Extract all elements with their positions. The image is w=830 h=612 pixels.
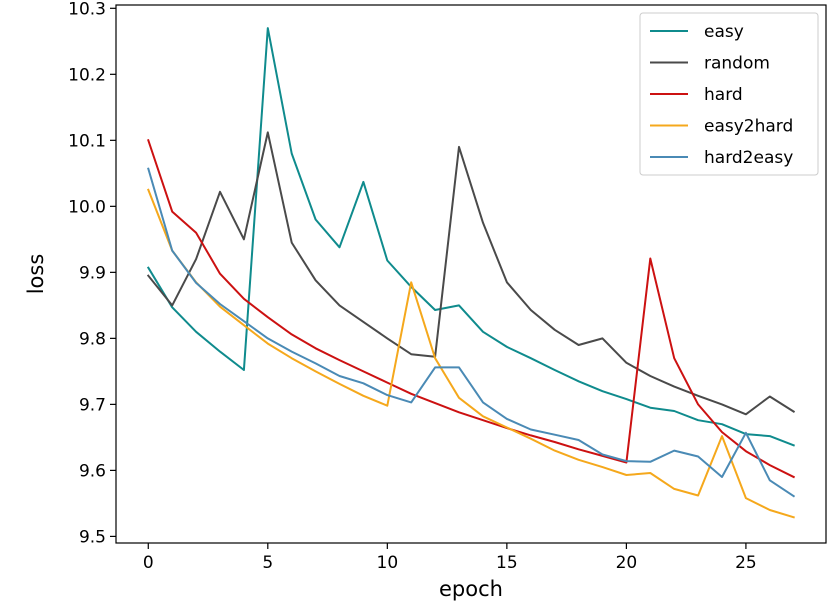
series-line-random bbox=[146, 131, 796, 416]
y-tick-label: 9.6 bbox=[79, 461, 106, 481]
y-tick-label: 9.7 bbox=[79, 395, 106, 415]
x-tick-label: 25 bbox=[735, 553, 757, 573]
y-tick-label: 9.9 bbox=[79, 263, 106, 283]
series-line-easy2hard bbox=[147, 188, 795, 519]
legend-label-hard: hard bbox=[704, 85, 743, 105]
legend-label-random: random bbox=[704, 54, 770, 74]
series-line-hard bbox=[147, 139, 796, 479]
x-axis-label: epoch bbox=[439, 577, 503, 601]
y-axis-label: loss bbox=[24, 254, 48, 295]
y-tick-label: 10.3 bbox=[68, 0, 106, 19]
plot-frame bbox=[115, 4, 827, 544]
series-line-hard2easy bbox=[147, 167, 796, 498]
x-tick-label: 20 bbox=[616, 553, 638, 573]
series-layer bbox=[146, 27, 796, 519]
y-tick-label: 10.0 bbox=[68, 197, 106, 217]
legend-label-easy: easy bbox=[704, 22, 744, 42]
series-line-easy bbox=[146, 27, 795, 447]
legend-label-hard2easy: hard2easy bbox=[704, 148, 793, 168]
x-tick-label: 0 bbox=[143, 553, 154, 573]
y-axis: 9.5 9.6 9.7 9.8 9.9 10.0 10.1 10.2 10.3 bbox=[68, 0, 116, 547]
y-tick-label: 10.1 bbox=[68, 131, 106, 151]
x-tick-label: 5 bbox=[262, 553, 273, 573]
y-tick-label: 10.2 bbox=[68, 65, 106, 85]
x-axis: 0 5 10 15 20 25 bbox=[143, 543, 757, 573]
y-tick-label: 9.8 bbox=[79, 329, 106, 349]
legend-label-easy2hard: easy2hard bbox=[704, 117, 793, 137]
legend-box bbox=[639, 12, 819, 176]
legend: easy random hard easy2hard hard2easy bbox=[639, 12, 819, 176]
x-tick-label: 15 bbox=[496, 553, 518, 573]
y-tick-label: 9.5 bbox=[79, 527, 106, 547]
x-tick-label: 10 bbox=[377, 553, 399, 573]
